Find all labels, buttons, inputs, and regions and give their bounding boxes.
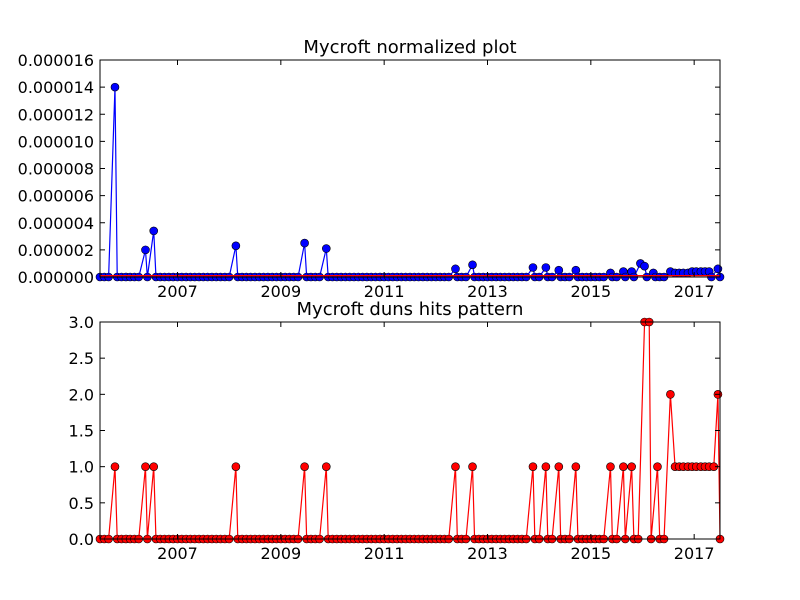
normalized-plot-y-tick-label: 0.000008 (18, 160, 94, 179)
normalized-plot-x-tick-label: 2013 (467, 282, 508, 301)
normalized-plot-series-0-point (110, 82, 120, 92)
normalized-plot-series-0-point (300, 238, 309, 248)
normalized-plot-y-tick-label: 0.000000 (18, 268, 94, 287)
normalized-plot-x-tick-label: 2017 (674, 282, 715, 301)
normalized-plot-x-tick-label: 2009 (260, 282, 301, 301)
duns-hits-plot-x-tick-label: 2013 (467, 544, 508, 563)
duns-hits-plot-y-tick-label: 3.0 (69, 313, 94, 332)
normalized-plot-y-tick-label: 0.000012 (18, 105, 94, 124)
normalized-plot-series-0-point (640, 261, 649, 271)
duns-hits-plot-x-tick-label: 2009 (260, 544, 301, 563)
normalized-plot-series-0-point (528, 263, 538, 272)
normalized-plot: Mycroft normalized plot 0.000000 0.000002… (18, 37, 725, 301)
normalized-plot-series-0-point (231, 241, 241, 251)
normalized-plot-title: Mycroft normalized plot (303, 37, 516, 58)
duns-hits-plot-series-0-point (110, 462, 120, 471)
duns-hits-plot-x-axis: 2007 2009 2011 2013 2015 2017 (157, 322, 715, 563)
normalized-plot-y-tick-label: 0.000016 (18, 51, 94, 70)
duns-hits-plot-series-0-point (554, 462, 564, 471)
normalized-plot-x-tick-label: 2015 (570, 282, 611, 301)
normalized-plot-y-axis: 0.000000 0.000002 0.000004 0.000006 0.000008… (18, 51, 720, 287)
duns-hits-plot-series-0-point (653, 462, 662, 471)
duns-hits-plot-y-axis: 0.0 0.5 1.0 1.5 2.0 2.5 3.0 (69, 313, 720, 549)
duns-hits-plot-y-tick-label: 0.5 (69, 494, 94, 513)
duns-hits-plot-series-0-point (619, 462, 628, 471)
normalized-plot-frame (99, 59, 721, 278)
duns-hits-plot-y-tick-label: 2.5 (69, 349, 94, 368)
duns-hits-plot-frame (99, 321, 721, 540)
duns-hits-plot-series-0-point (571, 462, 581, 471)
normalized-plot-series-0-point (541, 263, 551, 272)
normalized-plot-series-0-point (321, 244, 331, 253)
duns-hits-plot-y-tick-label: 1.0 (69, 458, 94, 477)
normalized-plot-series-0-point (468, 260, 477, 270)
normalized-plot-y-tick-label: 0.000004 (18, 214, 94, 233)
duns-hits-plot-x-tick-label: 2017 (674, 544, 715, 563)
duns-hits-plot-x-tick-label: 2007 (157, 544, 198, 563)
normalized-plot-x-tick-label: 2011 (364, 282, 405, 301)
duns-hits-plot-series-0-point (468, 462, 477, 471)
duns-hits-plot: Mycroft duns hits pattern 0.0 0.5 1.0 1.5 2.… (69, 299, 725, 563)
duns-hits-plot-series-0-point (300, 462, 309, 471)
duns-hits-plot-series-0-point (541, 462, 551, 471)
duns-hits-plot-series-0-point (528, 462, 538, 471)
duns-hits-plot-series-0-point (149, 462, 159, 471)
normalized-plot-series-0-point (149, 226, 159, 236)
duns-hits-plot-marks (95, 317, 725, 544)
duns-hits-plot-series-0-point (231, 462, 241, 471)
duns-hits-plot-y-tick-label: 0.0 (69, 530, 94, 549)
normalized-plot-series-0-point (141, 245, 150, 255)
duns-hits-plot-y-tick-label: 2.0 (69, 385, 94, 404)
duns-hits-plot-x-tick-label: 2011 (364, 544, 405, 563)
duns-hits-plot-series-0-point (666, 390, 675, 399)
duns-hits-plot-x-tick-label: 2015 (570, 544, 611, 563)
duns-hits-plot-y-tick-label: 1.5 (69, 422, 94, 441)
normalized-plot-x-axis: 2007 2009 2011 2013 2015 2017 (157, 60, 715, 301)
normalized-plot-series-0-line (100, 87, 721, 279)
normalized-plot-series-0-point (713, 264, 723, 274)
normalized-plot-y-tick-label: 0.000006 (18, 187, 94, 206)
normalized-plot-y-tick-label: 0.000010 (18, 132, 94, 151)
duns-hits-plot-series-0-point (141, 462, 150, 471)
duns-hits-plot-series-0-point (627, 462, 636, 471)
duns-hits-plot-series-0-point (451, 462, 460, 471)
normalized-plot-series-0-point (451, 264, 460, 274)
normalized-plot-x-tick-label: 2007 (157, 282, 198, 301)
duns-hits-plot-series-0-line (100, 321, 721, 540)
duns-hits-plot-series-0-point (606, 462, 615, 471)
duns-hits-plot-title: Mycroft duns hits pattern (297, 299, 524, 320)
duns-hits-plot-series-0-point (321, 462, 331, 471)
normalized-plot-marks (95, 82, 725, 282)
normalized-plot-y-tick-label: 0.000002 (18, 241, 94, 260)
normalized-plot-y-tick-label: 0.000014 (18, 78, 94, 97)
